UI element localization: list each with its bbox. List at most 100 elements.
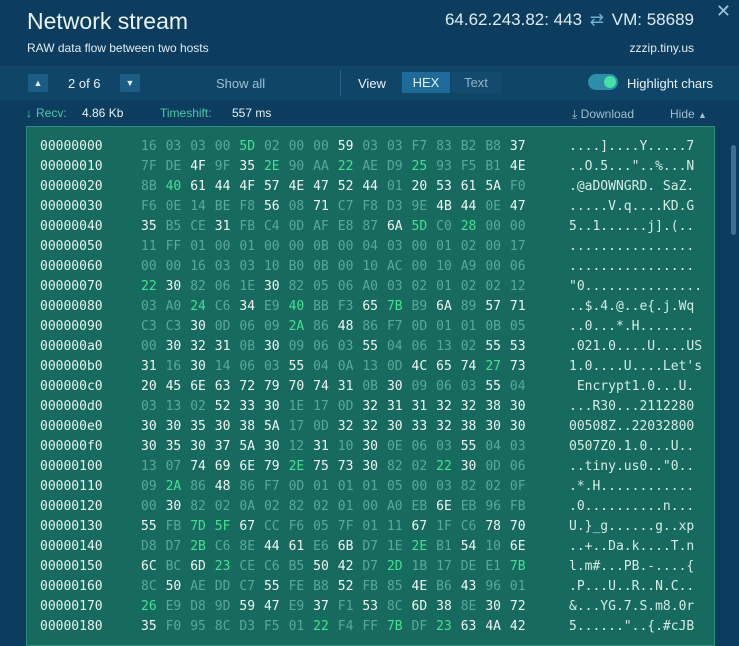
hex-byte: 4E <box>509 159 526 174</box>
hex-byte: 71 <box>313 199 329 214</box>
hex-byte: BE <box>214 199 231 214</box>
row-offset: 00000120 <box>40 499 103 514</box>
row-ascii: .P...U..R..N.C.. <box>569 579 695 594</box>
hex-byte: 03 <box>165 139 182 154</box>
connection-address: 64.62.243.82: 443 <box>444 10 583 29</box>
hex-byte: E9 <box>165 599 182 614</box>
row-bytes: 09 2A 86 48 86 F7 0D 01 01 01 05 00 03 82 02 0F <box>141 477 535 497</box>
hex-byte: 0D <box>214 319 231 334</box>
hide-button[interactable]: Hide ▲ <box>670 107 707 121</box>
row-bytes: 22 30 82 06 1E 30 82 05 06 A0 03 02 01 02 02 12 <box>141 277 535 297</box>
hex-byte: 82 <box>386 459 403 474</box>
hex-byte: 4F <box>239 179 256 194</box>
hex-byte: 83 <box>436 139 452 154</box>
hex-byte: 47 <box>509 199 526 214</box>
hex-byte: 61 <box>460 179 477 194</box>
highlight-label: Highlight chars <box>627 76 713 91</box>
hex-byte: 53 <box>509 339 526 354</box>
hex-byte: 14 <box>214 359 231 374</box>
hex-byte: 16 <box>165 359 182 374</box>
hex-byte: FB <box>362 579 378 594</box>
hex-byte: 0D <box>288 219 305 234</box>
hex-byte: 48 <box>214 479 231 494</box>
swap-icon[interactable]: ⇄ <box>589 10 605 29</box>
hex-byte: 57 <box>485 299 501 314</box>
hex-byte: 86 <box>239 479 256 494</box>
hex-byte: 1E <box>386 539 403 554</box>
close-icon[interactable]: ✕ <box>715 1 731 21</box>
hex-byte: 38 <box>239 419 256 434</box>
hex-byte: 70 <box>509 519 526 534</box>
hex-byte: 17 <box>436 559 452 574</box>
hex-byte: 01 <box>313 479 329 494</box>
hex-byte: 27 <box>485 359 501 374</box>
hex-byte: 00 <box>362 499 378 514</box>
hex-byte: 23 <box>214 559 231 574</box>
hex-byte: 2E <box>411 539 428 554</box>
hex-byte: 32 <box>436 419 452 434</box>
row-ascii: U.}_g......g..xp <box>569 519 695 534</box>
hex-byte: 23 <box>436 619 452 634</box>
hex-byte: 35 <box>239 159 256 174</box>
hex-byte: 75 <box>313 459 329 474</box>
row-ascii: .....V.q....KD.G <box>569 199 695 214</box>
hex-byte: 13 <box>436 339 452 354</box>
row-offset: 00000090 <box>40 319 103 334</box>
hex-byte: 00 <box>411 479 428 494</box>
hex-byte: 00 <box>141 259 157 274</box>
show-all-button[interactable]: Show all <box>216 76 266 91</box>
hex-byte: 03 <box>337 339 354 354</box>
row-ascii: "0............... <box>569 279 703 294</box>
row-bytes: 6C BC 6D 23 CE C6 B5 50 42 D7 2D 1B 17 DE E1 7B <box>141 557 535 577</box>
hex-byte: F0 <box>165 619 182 634</box>
view-hex-tab[interactable]: HEX <box>402 72 450 93</box>
row-offset: 00000180 <box>40 619 103 634</box>
hex-byte: 02 <box>313 499 329 514</box>
next-stream-button[interactable]: ▼ <box>120 74 140 92</box>
row-ascii: .0..........n... <box>569 499 695 514</box>
hex-byte: 7D <box>190 519 206 534</box>
hex-byte: E9 <box>263 299 280 314</box>
view-text-tab[interactable]: Text <box>451 72 501 93</box>
hex-byte: 26 <box>141 599 157 614</box>
row-bytes: 20 45 6E 63 72 79 70 74 31 0B 30 09 06 03 55 04 <box>141 377 535 397</box>
hex-byte: 53 <box>436 179 452 194</box>
hex-byte: B5 <box>288 559 305 574</box>
hex-byte: 82 <box>288 279 305 294</box>
hex-byte: 2A <box>165 479 182 494</box>
hex-byte: D7 <box>362 539 378 554</box>
hex-byte: 31 <box>313 439 329 454</box>
hex-byte: 35 <box>141 219 157 234</box>
row-bytes: 31 16 30 14 06 03 55 04 0A 13 0D 4C 65 74 27 73 <box>141 357 535 377</box>
hex-byte: 30 <box>485 599 501 614</box>
hex-byte: 03 <box>460 379 477 394</box>
hex-byte: 03 <box>509 439 526 454</box>
caret-up-icon: ▲ <box>698 110 707 120</box>
hide-label: Hide <box>670 107 695 121</box>
page-subtitle: RAW data flow between two hosts <box>27 41 209 55</box>
hex-byte: 59 <box>239 599 256 614</box>
hex-byte: C6 <box>214 539 231 554</box>
stream-header: Network stream RAW data flow between two… <box>0 0 739 66</box>
download-button[interactable]: ⤓ Download <box>572 107 634 122</box>
hex-byte: 22 <box>141 279 157 294</box>
row-offset: 00000020 <box>40 179 103 194</box>
row-offset: 00000070 <box>40 279 103 294</box>
prev-stream-button[interactable]: ▲ <box>28 74 48 92</box>
scrollbar[interactable] <box>731 145 736 235</box>
hex-byte: D8 <box>141 539 157 554</box>
hex-byte: 9E <box>411 199 428 214</box>
highlight-toggle[interactable] <box>588 74 618 90</box>
hex-byte: 50 <box>313 559 329 574</box>
hex-byte: 0B <box>313 259 329 274</box>
hex-byte: AA <box>313 159 329 174</box>
hex-byte: 6B <box>337 539 354 554</box>
row-bytes: 16 03 03 00 5D 02 00 00 59 03 03 F7 83 B2 B8 37 <box>141 137 535 157</box>
hex-byte: D3 <box>239 619 256 634</box>
hex-byte: A0 <box>386 499 403 514</box>
hex-byte: 1E <box>288 399 305 414</box>
hex-byte: AE <box>190 579 206 594</box>
hex-byte: 06 <box>436 379 452 394</box>
hex-byte: FB <box>165 519 182 534</box>
hex-dump-panel[interactable]: 00000000 16 03 03 00 5D 02 00 00 59 03 03 F7 83 B2 B8 37… <box>26 126 715 646</box>
